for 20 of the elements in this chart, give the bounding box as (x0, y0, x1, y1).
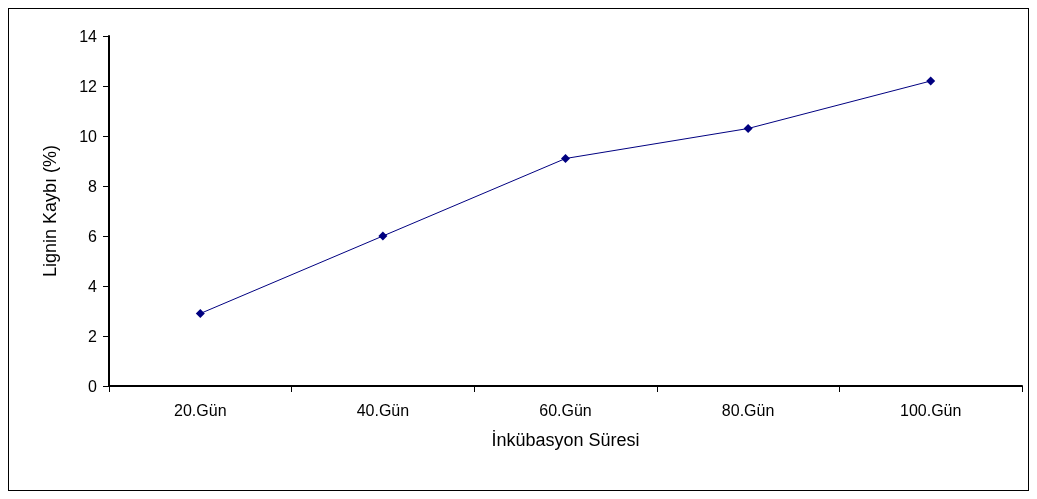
x-tick-label: 60.Gün (539, 401, 592, 419)
x-axis-title: İnkübasyon Süresi (491, 430, 640, 450)
y-axis-title: Lignin Kaybı (%) (40, 144, 60, 278)
point (378, 231, 388, 241)
x-tick-label: 40.Gün (356, 401, 410, 419)
y-tick-label: 12 (79, 77, 98, 95)
y-tick-label: 2 (88, 327, 98, 345)
x-tick-label: 20.Gün (174, 401, 227, 419)
x-tick-label: 100.Gün (900, 401, 962, 419)
y-tick-label: 4 (88, 277, 98, 295)
point (743, 124, 753, 133)
y-tick-label: 10 (79, 127, 98, 145)
point (926, 76, 936, 86)
y-tick-label: 14 (79, 27, 98, 45)
x-tick-label: 80.Gün (721, 401, 775, 419)
y-tick-label: 6 (88, 227, 98, 245)
y-tick-label: 8 (88, 177, 98, 195)
y-tick-label: 0 (88, 377, 98, 395)
point (195, 309, 205, 318)
point (561, 154, 570, 163)
